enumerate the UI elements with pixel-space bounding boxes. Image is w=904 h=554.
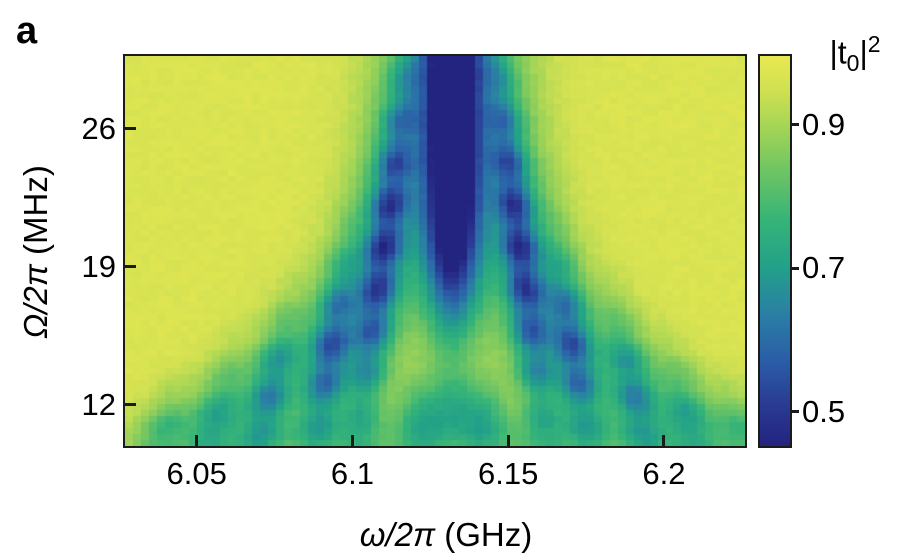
x-axis-title: ω/2π (GHz): [360, 516, 533, 554]
colorbar-tick: [790, 410, 799, 414]
colorbar-title-pre: |t: [829, 34, 847, 71]
x-axis-tick: [662, 435, 666, 446]
x-axis-tick: [506, 435, 510, 446]
colorbar-tick-label: 0.5: [802, 393, 846, 429]
colorbar-tick-label: 0.9: [802, 106, 846, 142]
x-axis-title-math: ω/2π: [359, 516, 436, 553]
y-axis-tick: [125, 403, 136, 407]
colorbar-title-sub: 0: [846, 50, 860, 77]
x-axis-tick: [350, 435, 354, 446]
y-tick-label: 26: [81, 110, 116, 146]
colorbar-gradient: [760, 56, 790, 446]
colorbar-title: |t0|2: [829, 31, 880, 77]
x-tick-label: 6.15: [478, 456, 539, 491]
heatmap-plot-area: [123, 54, 747, 448]
colorbar-title-sup: 2: [867, 30, 881, 57]
colorbar-tick-label: 0.7: [802, 250, 846, 286]
y-tick-label: 19: [81, 248, 116, 284]
colorbar-tick: [790, 123, 799, 127]
colorbar-tick: [790, 266, 799, 270]
heatmap-canvas: [125, 56, 745, 446]
x-axis-tick: [195, 435, 199, 446]
colorbar: [758, 54, 792, 448]
x-tick-label: 6.2: [642, 456, 686, 491]
colorbar-title-post: |: [859, 34, 868, 71]
x-tick-label: 6.1: [330, 456, 374, 491]
x-tick-label: 6.05: [166, 456, 227, 491]
y-axis-tick: [125, 127, 136, 131]
y-tick-label: 12: [81, 386, 116, 422]
panel-label: a: [16, 10, 38, 52]
y-axis-tick: [125, 265, 136, 269]
x-axis-title-unit: (GHz): [435, 516, 533, 553]
